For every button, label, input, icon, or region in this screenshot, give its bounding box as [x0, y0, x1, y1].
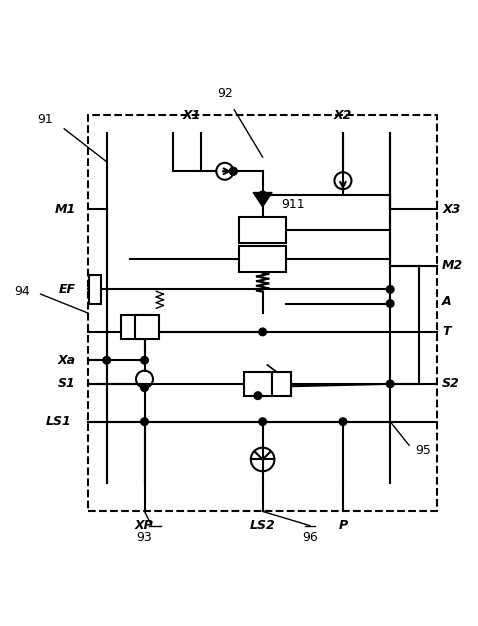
Bar [272, 372, 291, 396]
Circle shape [103, 356, 110, 364]
Bar [239, 245, 286, 272]
Text: 93: 93 [137, 531, 152, 544]
Text: XP: XP [135, 518, 154, 531]
Circle shape [141, 418, 148, 426]
Text: S2: S2 [442, 377, 460, 391]
Bar [135, 316, 159, 339]
Text: Xa: Xa [58, 354, 76, 367]
Text: 92: 92 [217, 87, 233, 100]
Text: T: T [442, 326, 451, 339]
Text: X3: X3 [442, 203, 460, 215]
Text: X1: X1 [183, 109, 201, 121]
Bar [89, 275, 101, 304]
Text: P: P [338, 518, 348, 531]
Text: LS2: LS2 [250, 518, 275, 531]
Circle shape [259, 328, 266, 336]
Text: EF: EF [59, 283, 76, 296]
Text: M2: M2 [442, 259, 463, 272]
Circle shape [141, 356, 148, 364]
Text: X2: X2 [334, 109, 352, 121]
Text: 911: 911 [282, 198, 305, 211]
Circle shape [386, 300, 394, 307]
Circle shape [229, 168, 237, 175]
Circle shape [386, 380, 394, 387]
Circle shape [229, 168, 237, 175]
Bar [244, 372, 272, 396]
Circle shape [386, 285, 394, 293]
Circle shape [141, 384, 148, 391]
Text: S1: S1 [58, 377, 76, 391]
Text: LS1: LS1 [45, 415, 71, 428]
Text: 95: 95 [415, 443, 431, 456]
Circle shape [339, 418, 347, 426]
Text: 96: 96 [302, 531, 318, 544]
Text: 94: 94 [14, 285, 30, 298]
Bar [239, 217, 286, 244]
Circle shape [259, 191, 266, 198]
Text: M1: M1 [55, 203, 76, 215]
Text: A: A [442, 295, 452, 308]
Circle shape [254, 392, 261, 399]
Polygon shape [253, 193, 272, 207]
Text: 91: 91 [37, 113, 53, 126]
Bar [121, 316, 144, 339]
Circle shape [259, 418, 266, 426]
Bar [88, 115, 437, 511]
